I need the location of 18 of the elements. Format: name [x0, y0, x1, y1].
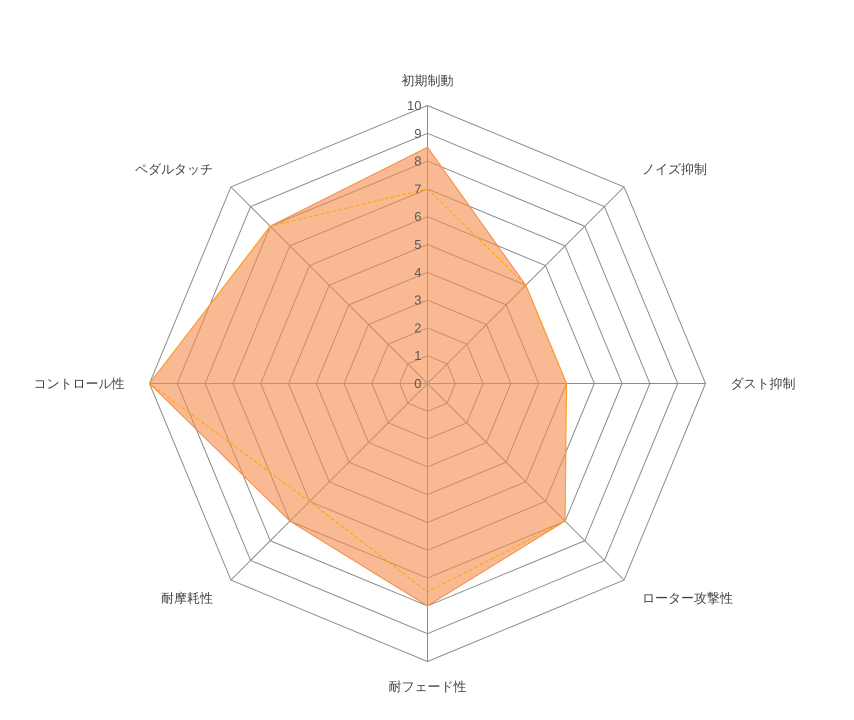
y-tick-label: 3	[414, 292, 422, 308]
y-tick-label: 10	[407, 98, 422, 113]
spoke-label: ペダルタッチ	[135, 162, 214, 177]
y-tick-label: 5	[414, 237, 422, 252]
y-tick-label: 1	[414, 348, 422, 364]
y-tick-label: 0	[414, 376, 422, 391]
spoke-label: 耐フェード性	[388, 679, 466, 694]
spoke-label: ノイズ抑制	[642, 162, 707, 177]
spoke-label: 耐摩耗性	[161, 590, 214, 606]
y-tick-label: 8	[414, 154, 422, 169]
spoke-label: ダスト抑制	[730, 376, 796, 391]
spoke-label: ローター攻撃性	[642, 590, 733, 606]
y-tick-label: 4	[414, 264, 422, 280]
y-tick-label: 9	[414, 126, 422, 141]
spoke-label: コントロール性	[33, 376, 124, 391]
y-tick-label: 6	[414, 209, 422, 224]
spoke-label: 初期制動	[402, 72, 454, 88]
y-tick-label: 2	[414, 320, 422, 336]
